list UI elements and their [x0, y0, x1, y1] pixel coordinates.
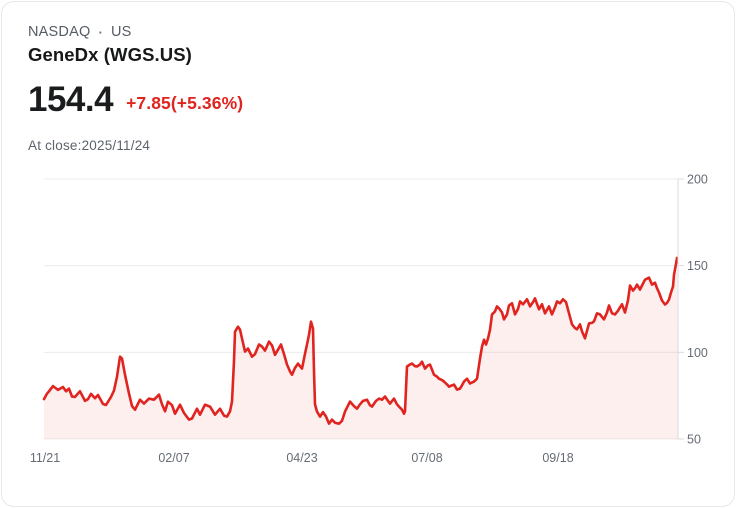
price-change: +7.85(+5.36%) — [126, 93, 244, 113]
market-label: US — [110, 24, 132, 40]
y-tick-label: 50 — [687, 433, 701, 447]
y-tick-label: 200 — [687, 173, 708, 187]
price-chart[interactable]: 200 150 100 50 11/21 02/07 04/23 07/08 09/18 — [2, 167, 735, 477]
x-tick-label: 11/21 — [30, 451, 60, 465]
stock-title: GeneDx (WGS.US) — [28, 44, 192, 65]
chart-gridlines — [44, 178, 684, 440]
exchange-separator: · — [98, 24, 103, 40]
chart-area-fill — [44, 258, 678, 439]
exchange-row: NASDAQ · US — [28, 24, 132, 40]
price-chart-svg[interactable]: 200 150 100 50 11/21 02/07 04/23 07/08 09/18 — [2, 167, 735, 477]
x-tick-label: 09/18 — [542, 451, 573, 465]
x-tick-label: 07/08 — [411, 451, 442, 465]
chart-line — [42, 256, 679, 425]
x-tick-label: 02/07 — [158, 451, 189, 465]
y-tick-label: 100 — [687, 346, 708, 360]
y-axis-labels: 200 150 100 50 — [687, 173, 708, 447]
exchange-label: NASDAQ — [28, 24, 91, 40]
y-tick-label: 150 — [687, 259, 708, 273]
x-tick-label: 04/23 — [286, 451, 317, 465]
as-of-timestamp: At close:2025/11/24 — [28, 138, 151, 153]
x-axis-labels: 11/21 02/07 04/23 07/08 09/18 — [30, 451, 574, 465]
last-price: 154.4 — [28, 80, 114, 119]
price-row: 154.4 +7.85(+5.36%) — [28, 82, 243, 118]
